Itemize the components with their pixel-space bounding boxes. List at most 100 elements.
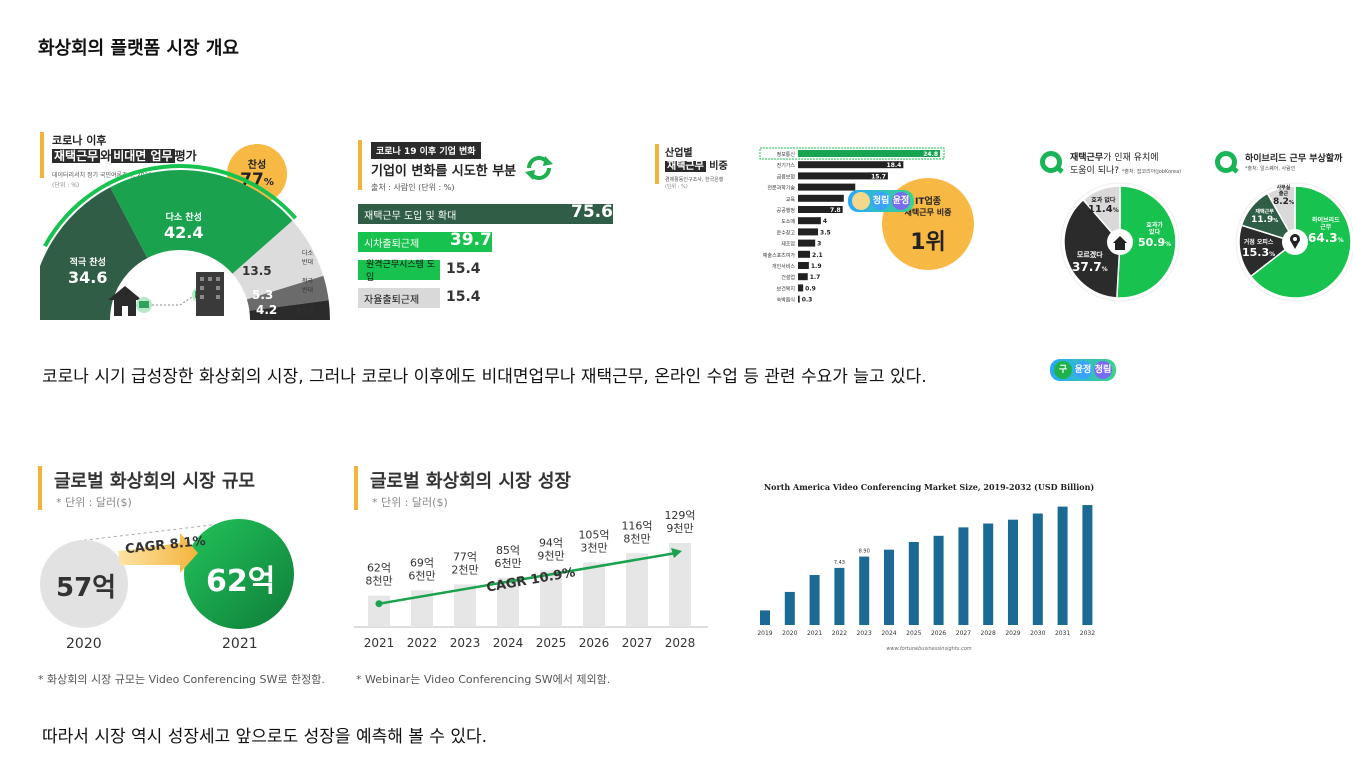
source-text: 출처 : 사람인 (단위 : %): [371, 183, 455, 192]
pie-slice: [1082, 185, 1121, 245]
industry-label: 제조업: [781, 241, 795, 248]
watermark-text: 윤정: [892, 192, 910, 210]
watermark-text: 청림: [1094, 361, 1112, 379]
source-text: www.fortunebusinessinsights.com: [886, 646, 972, 652]
panel-heading: 하이브리드 근무 부상할까: [1245, 154, 1343, 164]
heading-bold: 재택근무: [1070, 153, 1104, 163]
panel-remote-work-evaluation: 코로나 이후 재택근무 와 비대면 업무 평가 데이터리서치 정기 국민여론조사, 2…: [40, 130, 340, 320]
na-year-tick: 2032: [1080, 630, 1095, 637]
growth-value-label: 116억 8천만: [621, 519, 652, 545]
industry-value: 4: [823, 218, 827, 225]
slice-category-disagree: 다소 반대: [302, 250, 314, 266]
q-icon: [1040, 151, 1062, 173]
bar: 시차출퇴근제: [358, 232, 492, 252]
industry-bar: [798, 172, 888, 180]
panel-industry-remote-work: 산업별 재택근무 비중 경제활동인구조사, 한국은행 (단위 : %) 정보통신…: [655, 140, 974, 315]
year-2021: 2021: [222, 636, 258, 652]
footnote-market-size: * 화상회의 시장 규모는 Video Conferencing SW로 한정함…: [38, 673, 325, 686]
slice-value: 50.9: [1138, 236, 1166, 249]
industry-bar: [798, 206, 843, 213]
bar-row: 자율출퇴근제 15.4: [358, 288, 628, 308]
industry-label: 개인서비스: [772, 263, 795, 270]
market-size-chart: [40, 519, 294, 629]
accent-bar: [40, 132, 44, 178]
heading-highlight: 재택근무: [52, 149, 101, 163]
industry-bar: [798, 262, 809, 269]
na-bar: [1032, 513, 1043, 625]
caption-demand: 코로나 시기 급성장한 화상회의 시장, 그러나 코로나 이후에도 비대면업무나…: [42, 367, 927, 387]
slice-label-effective: 효과가 있다 50.9%: [1138, 222, 1172, 249]
north-america-bar-chart: 2019 2020 2021 2022 7.43 2023 8.90 2024 2025 2026…: [757, 505, 1095, 637]
growth-value-label: 62억 8천만: [365, 562, 392, 588]
connection-line: [152, 294, 196, 306]
panel-talent-attraction: 재택근무가 인재 유치에 도움이 되나? *출처: 잡코리아(JobKorea)…: [1040, 145, 1210, 315]
na-year-tick: 2027: [956, 630, 971, 637]
industry-label: 공공행정: [777, 207, 795, 214]
na-year-tick: 2023: [857, 630, 872, 637]
chart-title: North America Video Conferencing Market …: [763, 482, 1095, 492]
accent-bar: [38, 466, 42, 510]
bar-value: 15.4: [446, 261, 481, 277]
bar-row: 시차출퇴근제 39.7: [358, 230, 628, 252]
slice-label-ineffective: 효과 없다 11.4%: [1088, 197, 1119, 215]
market-growth-bar-chart: 62억 8천만 2021 69억 6천만 2022 77억 2천만 2023 85억 6천만 2024…: [354, 509, 708, 650]
slice-value: 64.3: [1308, 231, 1338, 245]
na-bar: [884, 549, 894, 625]
badge-rank: 1위: [910, 230, 946, 255]
source-text: 경제활동인구조사, 한국은행: [665, 177, 724, 183]
slice-category: 재택근무: [1255, 209, 1274, 215]
growth-bar: [583, 562, 605, 627]
slice-value: 42.4: [164, 223, 204, 242]
unit-text: (단위 : %): [665, 184, 688, 190]
slice-label-approve: 다소 찬성 42.4: [164, 210, 203, 242]
donut-slice: [232, 220, 324, 300]
pie-slice: [1116, 185, 1177, 299]
panel-heading: 기업이 변화를 시도한 부분: [371, 164, 517, 179]
growth-bar: [626, 553, 648, 627]
slice-category-strong-disagree: 적극 반대: [302, 278, 314, 294]
panel-subheading: 재택근무 비중: [665, 157, 728, 172]
bar-value: 75.6: [571, 202, 613, 222]
industry-label: 전문과학기술: [767, 185, 795, 192]
na-bar: [983, 523, 994, 625]
na-year-tick: 2026: [931, 630, 946, 637]
industry-bar: [798, 228, 819, 236]
industry-label: 숙박음식: [777, 297, 795, 304]
highlight-box: [759, 147, 945, 160]
donut-slice: [40, 187, 148, 320]
refresh-icon: [525, 156, 553, 180]
slice-category: 모르겠다: [1076, 251, 1103, 259]
watermark-text: 윤정: [1074, 361, 1092, 379]
panel-hybrid-work: 하이브리드 근무 부상할까 *출처: 알스퀘어, 사람인 하이브리드 근무 64…: [1215, 145, 1353, 315]
industry-bar: [798, 284, 804, 292]
na-bar: [908, 541, 919, 625]
industry-label: 교육: [786, 197, 796, 203]
na-year-tick: 2024: [881, 630, 896, 637]
slice-value: 11.9: [1251, 215, 1274, 225]
industry-bar: [798, 217, 821, 225]
industry-bar: [798, 150, 940, 157]
bar-value: 39.7: [449, 230, 492, 250]
year-tick-label: 2023: [450, 636, 481, 650]
page-title: 화상회의 플랫폼 시장 개요: [38, 38, 239, 59]
unit-text: * 단위 : 달러($): [56, 496, 132, 509]
slice-value: 11.4: [1088, 204, 1113, 215]
panel-global-market-growth: 글로벌 화상회의 시장 성장 * 단위 : 달러($) 62억 8천만 2021 69…: [354, 463, 710, 658]
heading-text: 평가: [174, 149, 197, 163]
growth-value-label: 77억 2천만: [451, 550, 478, 576]
slice-value: 8.2: [1273, 197, 1289, 207]
pie-slice: [1063, 198, 1121, 299]
slice-label-hybrid: 하이브리드 근무 64.3%: [1308, 217, 1344, 245]
year-tick-label: 2027: [622, 636, 653, 650]
industry-value: 0.9: [805, 285, 816, 292]
unit-text: (단위 : %): [52, 182, 80, 189]
industry-value: 2.1: [812, 252, 823, 259]
bar: 원격근무시스템 도입: [358, 260, 440, 283]
na-year-tick: 2025: [906, 630, 921, 637]
na-bar: [760, 610, 770, 625]
na-value-label: 7.43: [834, 560, 845, 566]
slice-value: 34.6: [68, 268, 108, 287]
year-tick-label: 2024: [493, 636, 524, 650]
industry-value: 3.5: [820, 229, 831, 236]
